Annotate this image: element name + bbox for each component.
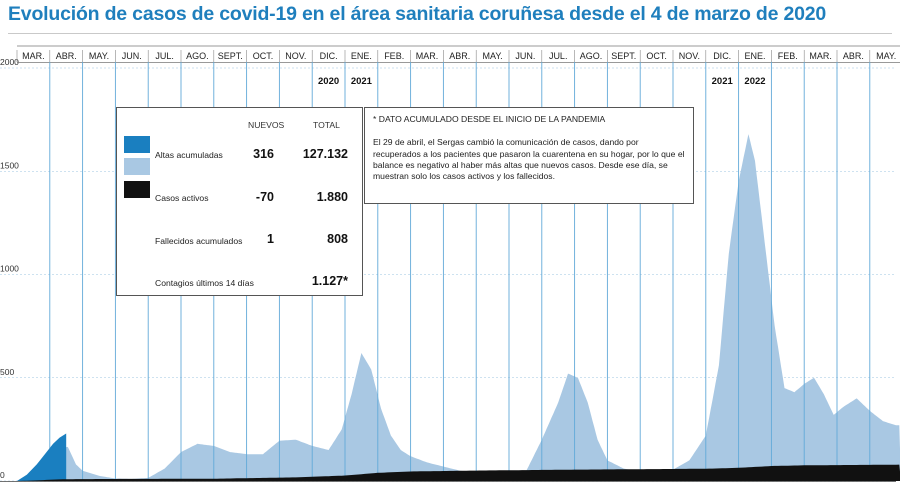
- x-month-label: MAY.: [876, 51, 896, 61]
- x-month-label: JUN.: [515, 51, 535, 61]
- year-label: 2021: [712, 76, 734, 87]
- year-label: 2022: [744, 76, 765, 87]
- x-month-label: ABR.: [843, 51, 864, 61]
- legend-swatch-activos: [124, 181, 150, 198]
- series-area-casos-activos: [17, 134, 900, 481]
- legend-header-total: TOTAL: [313, 120, 340, 130]
- x-month-label: ENE.: [351, 51, 372, 61]
- x-month-label: JUL.: [549, 51, 568, 61]
- legend-box: NUEVOS TOTAL Altas acumuladas 316 127.13…: [116, 107, 363, 296]
- x-month-label: OCT.: [253, 51, 274, 61]
- y-tick-label: 0: [0, 470, 5, 480]
- x-month-label: FEB.: [384, 51, 404, 61]
- note-asterisk: * DATO ACUMULADO DESDE EL INICIO DE LA P…: [373, 114, 606, 124]
- x-month-label: DIC.: [713, 51, 731, 61]
- legend-label-activos: Casos activos: [155, 193, 209, 203]
- x-month-label: MAR.: [416, 51, 439, 61]
- x-month-label: ABR.: [449, 51, 470, 61]
- x-month-label: JUL.: [155, 51, 174, 61]
- note-text: El 29 de abril, el Sergas cambió la comu…: [373, 137, 685, 182]
- x-month-label: JUN.: [122, 51, 142, 61]
- x-month-label: OCT.: [646, 51, 667, 61]
- legend-total-fallecidos: 808: [327, 232, 348, 246]
- title-divider: [8, 33, 892, 34]
- legend-label-contagios: Contagios últimos 14 días: [155, 278, 254, 288]
- legend-new-altas: 316: [253, 147, 274, 161]
- legend-total-activos: 1.880: [316, 190, 348, 204]
- legend-new-activos: -70: [255, 190, 274, 204]
- legend-header-new: NUEVOS: [248, 120, 285, 130]
- legend-label-altas: Altas acumuladas: [155, 150, 223, 160]
- x-month-label: DIC.: [320, 51, 338, 61]
- x-month-label: MAR.: [22, 51, 45, 61]
- series-area-fallecidos: [17, 464, 900, 481]
- x-month-label: MAY.: [483, 51, 503, 61]
- x-month-label: ENE.: [744, 51, 765, 61]
- legend-swatch-altas-light: [124, 158, 150, 175]
- x-month-label: SEPT.: [611, 51, 636, 61]
- year-label: 2020: [318, 76, 339, 87]
- note-box: * DATO ACUMULADO DESDE EL INICIO DE LA P…: [364, 107, 694, 204]
- x-month-label: NOV.: [679, 51, 700, 61]
- chart-title: Evolución de casos de covid-19 en el áre…: [8, 3, 827, 25]
- x-month-label: ABR.: [56, 51, 77, 61]
- series-area-altas: [17, 433, 67, 481]
- x-month-label: MAY.: [89, 51, 109, 61]
- x-month-label: FEB.: [778, 51, 798, 61]
- legend-label-fallecidos: Fallecidos acumulados: [155, 236, 243, 246]
- year-label: 2021: [351, 76, 373, 87]
- x-month-label: MAR.: [809, 51, 832, 61]
- legend-swatch-altas: [124, 136, 150, 153]
- legend-total-altas: 127.132: [302, 147, 348, 161]
- x-month-label: AGO.: [186, 51, 209, 61]
- y-tick-label: 1500: [0, 160, 19, 170]
- x-month-label: AGO.: [580, 51, 603, 61]
- x-month-label: SEPT.: [218, 51, 243, 61]
- x-month-label: NOV.: [285, 51, 306, 61]
- y-tick-label: 500: [0, 367, 14, 377]
- y-tick-label: 2000: [0, 57, 19, 67]
- legend-new-fallecidos: 1: [267, 232, 274, 246]
- legend-total-contagios: 1.127*: [311, 274, 348, 288]
- y-tick-label: 1000: [0, 264, 19, 274]
